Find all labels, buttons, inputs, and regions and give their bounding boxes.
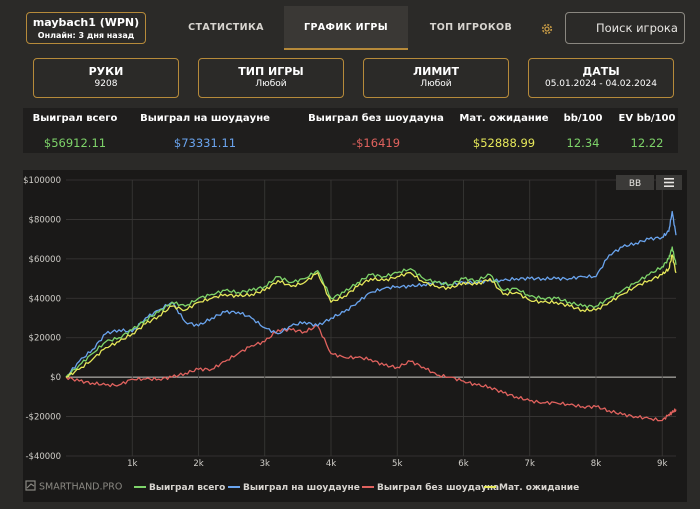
stat-header-ev-bb100: EV bb/100 <box>618 113 676 124</box>
tab-top-players[interactable]: ТОП ИГРОКОВ <box>429 22 513 33</box>
x-tick-label: 9k <box>657 459 667 469</box>
legend-item-label[interactable]: Выиграл на шоудауне <box>243 483 360 493</box>
filter-value: 9208 <box>94 79 118 89</box>
filter-hands[interactable]: РУКИ 9208 <box>33 58 179 98</box>
filter-value: Любой <box>420 79 452 89</box>
tab-game-graph[interactable]: ГРАФИК ИГРЫ <box>284 6 408 50</box>
legend-item-label[interactable]: Мат. ожидание <box>499 483 579 493</box>
stat-header-ev: Мат. ожидание <box>459 113 549 124</box>
player-name: maybach1 (WPN) <box>32 16 140 29</box>
online-status: Онлайн: 3 дня назад <box>37 31 135 40</box>
legend-item-label[interactable]: Выиграл без шоудауна <box>377 482 499 493</box>
tab-statistics[interactable]: СТАТИСТИКА <box>188 22 264 33</box>
filter-title: ТИП ИГРЫ <box>238 65 304 78</box>
filter-game-type[interactable]: ТИП ИГРЫ Любой <box>198 58 344 98</box>
stat-header-total: Выиграл всего <box>32 113 118 124</box>
x-tick-label: 8k <box>591 459 601 469</box>
y-tick-label: $40000 <box>29 294 61 304</box>
y-tick-label: $0 <box>50 373 61 383</box>
hamburger-icon[interactable] <box>664 178 674 187</box>
x-tick-label: 4k <box>326 459 336 469</box>
filter-dates[interactable]: ДАТЫ 05.01.2024 - 04.02.2024 <box>528 58 674 98</box>
x-tick-label: 7k <box>525 459 535 469</box>
y-tick-label: $60000 <box>29 255 61 265</box>
y-tick-label: $100000 <box>23 176 61 186</box>
filter-limit[interactable]: ЛИМИТ Любой <box>363 58 509 98</box>
stat-value-ev-bb100: 12.22 <box>630 136 664 150</box>
stat-header-non-showdown: Выиграл без шоудауна <box>308 113 444 124</box>
filter-title: РУКИ <box>88 65 124 78</box>
smarthand-logo-icon <box>25 480 36 491</box>
y-tick-label: -$40000 <box>25 452 61 462</box>
gear-icon[interactable] <box>540 22 554 36</box>
top-navigation: maybach1 (WPN) Онлайн: 3 дня назад СТАТИ… <box>0 0 700 56</box>
watermark: SMARTHAND.PRO <box>39 482 122 493</box>
stat-value-non-showdown: -$16419 <box>351 136 401 150</box>
stat-value-total: $56912.11 <box>43 136 107 150</box>
stats-table: Выиграл всего Выиграл на шоудауне Выигра… <box>23 108 678 153</box>
bb-toggle-button[interactable] <box>616 175 654 190</box>
x-tick-label: 3k <box>260 459 270 469</box>
search-input[interactable]: Поиск игрока <box>565 12 685 44</box>
filter-value: Любой <box>255 79 287 89</box>
series-line-3 <box>65 254 677 378</box>
stat-header-bb100: bb/100 <box>563 113 603 124</box>
y-tick-label: $20000 <box>29 334 61 344</box>
stat-value-showdown: $73331.11 <box>173 136 237 150</box>
y-tick-label: $80000 <box>29 215 61 225</box>
series-line-0 <box>65 246 677 378</box>
chart-panel <box>23 170 687 502</box>
x-tick-label: 6k <box>458 459 468 469</box>
x-tick-label: 1k <box>127 459 137 469</box>
stat-value-bb100: 12.34 <box>566 136 600 150</box>
x-tick-label: 2k <box>193 459 203 469</box>
y-tick-label: -$20000 <box>25 413 61 423</box>
bb-toggle-label[interactable]: BB <box>629 179 641 189</box>
x-tick-label: 5k <box>392 459 402 469</box>
player-card[interactable]: maybach1 (WPN) Онлайн: 3 дня назад <box>26 12 146 44</box>
series-line-2 <box>65 324 677 422</box>
legend-item-label[interactable]: Выиграл всего <box>149 483 225 493</box>
series-line-1 <box>65 210 677 378</box>
stat-header-showdown: Выиграл на шоудауне <box>140 113 270 124</box>
filter-title: ДАТЫ <box>582 65 620 78</box>
filter-value: 05.01.2024 - 04.02.2024 <box>544 79 658 89</box>
filter-title: ЛИМИТ <box>413 65 459 78</box>
stat-value-ev: $52888.99 <box>472 136 536 150</box>
